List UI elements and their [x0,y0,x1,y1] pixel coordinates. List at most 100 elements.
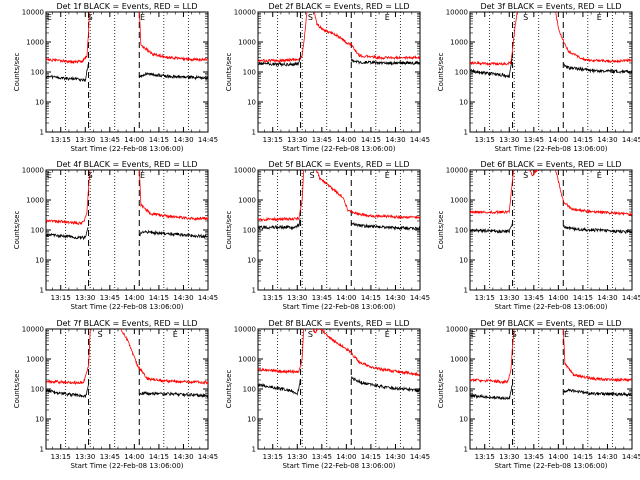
x-tick-label: 14:45 [198,453,218,461]
state-marker: E [173,330,178,339]
black-events-series [258,57,420,68]
y-tick-label: 10000 [22,326,44,334]
x-tick-label: 13:45 [524,294,544,302]
x-axis-label: Start Time (22-Feb-08 13:06:00) [70,303,183,311]
y-tick-label: 10 [459,99,468,107]
y-tick-label: 1 [252,446,256,454]
black-events-series [46,63,208,83]
x-tick-label: 14:00 [336,294,356,302]
y-axis-label: Counts/sec [437,370,445,409]
x-tick-label: 14:00 [336,136,356,144]
y-tick-label: 1 [40,287,44,295]
y-tick-label: 1 [40,446,44,454]
y-tick-label: 100 [243,227,256,235]
black-events-series [46,227,208,241]
y-axis-label: Counts/sec [13,370,21,409]
state-marker: S [88,171,93,180]
state-marker: S [88,13,93,22]
red-lld-series [470,170,632,217]
y-tick-label: 1 [464,129,468,137]
y-tick-label: 10 [247,416,256,424]
y-tick-label: 100 [31,227,44,235]
x-tick-label: 13:15 [51,294,71,302]
x-tick-label: 13:15 [263,294,283,302]
black-events-series [258,375,420,396]
panel-det-5: Det 5f BLACK = Events, RED = LLD 1 10 100 10… [225,160,430,311]
x-tick-label: 14:30 [385,453,405,461]
red-lld-series [46,12,208,65]
red-lld-series [470,329,632,385]
state-marker: E [47,13,52,22]
plot-frame [45,328,209,450]
y-tick-label: 100 [31,386,44,394]
x-tick-label: 13:45 [100,453,120,461]
red-lld-series [258,170,420,222]
y-tick-label: 10 [35,257,44,265]
x-tick-label: 13:30 [499,453,519,461]
red-lld-series [258,329,420,377]
x-tick-label: 13:45 [100,136,120,144]
red-lld-series [258,12,420,64]
y-axis-label: Counts/sec [437,53,445,92]
x-axis-label: Start Time (22-Feb-08 13:06:00) [282,145,395,153]
y-tick-label: 1000 [26,356,44,364]
state-marker: E [597,13,602,22]
x-tick-label: 14:45 [622,136,640,144]
x-axis-label: Start Time (22-Feb-08 13:06:00) [70,145,183,153]
y-tick-label: 1000 [238,356,256,364]
x-tick-label: 13:30 [499,294,519,302]
x-tick-label: 13:15 [51,136,71,144]
x-tick-label: 14:00 [124,136,144,144]
panel-title: Det 9f BLACK = Events, RED = LLD [480,319,621,328]
y-tick-label: 1 [252,129,256,137]
y-axis-label: Counts/sec [437,211,445,250]
x-tick-label: 14:15 [361,136,381,144]
panel-title: Det 6f BLACK = Events, RED = LLD [480,160,621,169]
y-tick-label: 10000 [22,167,44,175]
x-tick-label: 14:15 [149,453,169,461]
x-tick-label: 14:30 [173,136,193,144]
x-tick-label: 14:00 [124,453,144,461]
x-tick-label: 14:45 [410,136,430,144]
x-tick-label: 14:45 [410,453,430,461]
x-tick-label: 14:15 [361,294,381,302]
x-axis-label: Start Time (22-Feb-08 13:06:00) [494,145,607,153]
x-tick-label: 13:15 [475,294,495,302]
x-tick-label: 13:30 [287,136,307,144]
x-axis-label: Start Time (22-Feb-08 13:06:00) [282,303,395,311]
state-marker: E [564,330,569,339]
panel-det-1: Det 1f BLACK = Events, RED = LLD 1 10 100 10… [13,2,218,153]
y-tick-label: 100 [455,386,468,394]
x-tick-label: 13:30 [75,294,95,302]
plot-frame [469,328,633,450]
x-tick-label: 14:15 [573,136,593,144]
y-tick-label: 100 [243,386,256,394]
black-events-series [470,384,632,401]
y-tick-label: 10000 [234,167,256,175]
panel-det-4: Det 4f BLACK = Events, RED = LLD 1 10 100 10… [13,160,218,311]
y-tick-label: 10000 [446,326,468,334]
y-tick-label: 1000 [238,197,256,205]
state-marker: E [385,330,390,339]
y-tick-label: 1 [252,287,256,295]
red-lld-series [46,170,208,226]
state-marker: S [512,330,517,339]
x-tick-label: 14:30 [173,453,193,461]
black-events-series [46,384,208,398]
state-marker: S [308,330,313,339]
x-tick-label: 13:45 [312,453,332,461]
x-tick-label: 14:30 [385,294,405,302]
y-axis-label: Counts/sec [225,370,233,409]
x-tick-label: 14:15 [573,294,593,302]
state-marker: E [47,171,52,180]
x-tick-label: 14:30 [597,453,617,461]
y-tick-label: 1000 [26,197,44,205]
state-marker: E [597,171,602,180]
x-tick-label: 13:30 [75,136,95,144]
x-axis-label: Start Time (22-Feb-08 13:06:00) [70,462,183,470]
x-tick-label: 14:30 [597,294,617,302]
state-marker: S [97,330,102,339]
y-tick-label: 100 [455,227,468,235]
state-marker: S [309,171,314,180]
